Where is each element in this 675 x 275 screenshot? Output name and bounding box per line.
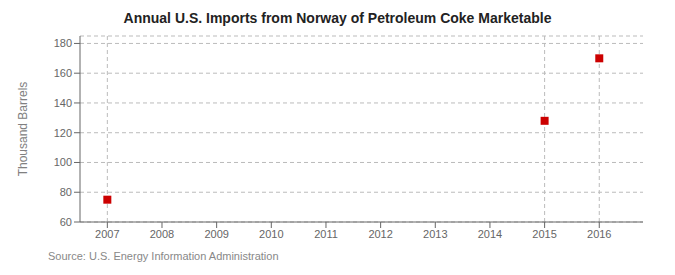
svg-text:2013: 2013 xyxy=(423,228,447,240)
svg-text:2008: 2008 xyxy=(150,228,174,240)
html-text:Annual U.S. Imports from Norwa: Annual U.S. Imports from Norway of Petro… xyxy=(123,10,552,26)
svg-text:140: 140 xyxy=(54,97,72,109)
html-text:Source: U.S. Energy Informatio: Source: U.S. Energy Information Administ… xyxy=(48,250,279,262)
svg-text:100: 100 xyxy=(54,156,72,168)
svg-text:2010: 2010 xyxy=(259,228,283,240)
svg-text:2009: 2009 xyxy=(204,228,228,240)
svg-text:2016: 2016 xyxy=(587,228,611,240)
svg-text:2014: 2014 xyxy=(478,228,502,240)
svg-text:120: 120 xyxy=(54,127,72,139)
svg-text:2011: 2011 xyxy=(314,228,338,240)
svg-text:160: 160 xyxy=(54,67,72,79)
svg-text:2012: 2012 xyxy=(368,228,392,240)
svg-text:2007: 2007 xyxy=(95,228,119,240)
svg-text:80: 80 xyxy=(60,186,72,198)
svg-text:60: 60 xyxy=(60,216,72,228)
svg-text:180: 180 xyxy=(54,37,72,49)
svg-text:2015: 2015 xyxy=(532,228,556,240)
svg-text:Thousand Barrels: Thousand Barrels xyxy=(16,82,30,177)
